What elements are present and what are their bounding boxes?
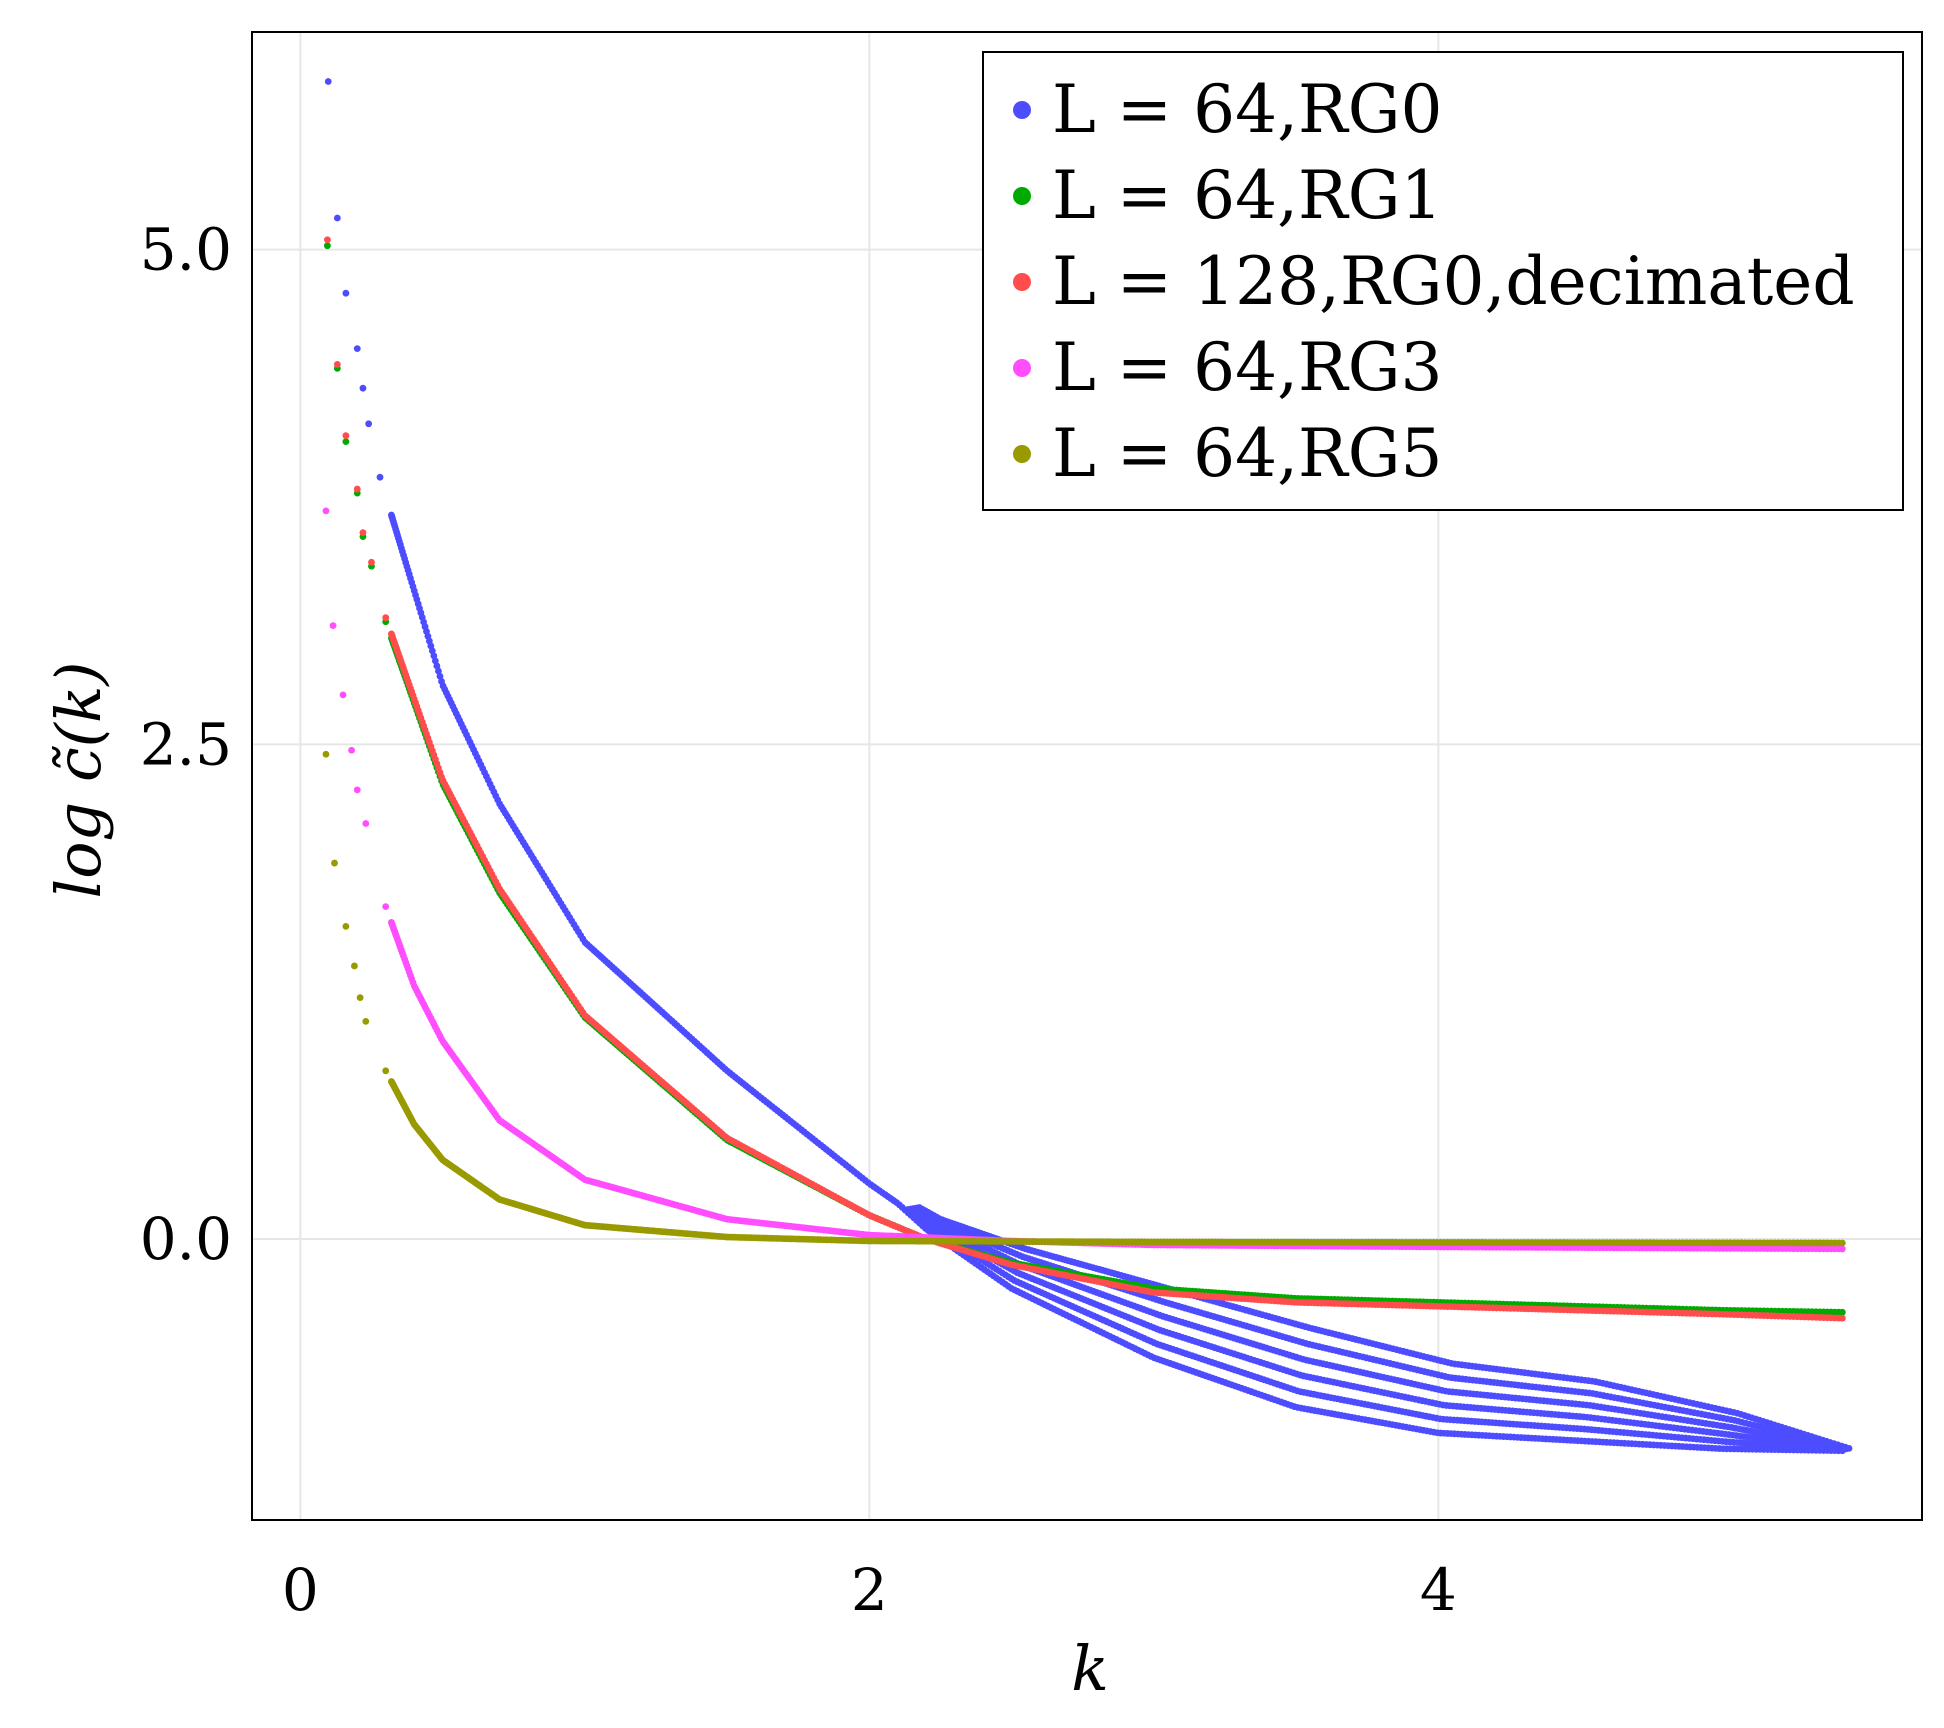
data-point — [1838, 1447, 1846, 1455]
series-1 — [324, 78, 1853, 1455]
data-point — [323, 236, 331, 244]
legend-marker — [1013, 359, 1031, 377]
data-point — [353, 485, 361, 493]
data-point — [348, 746, 355, 754]
data-point — [435, 667, 442, 675]
legend-label: L = 64,RG5 — [1052, 415, 1442, 492]
data-point — [353, 345, 361, 352]
data-point — [1838, 1314, 1846, 1322]
data-point — [436, 672, 444, 680]
data-point — [324, 78, 332, 85]
legend-items: L = 64,RG0 L = 64,RG1 L = 128,RG0,decimate… — [1013, 71, 1855, 492]
data-point — [1838, 1308, 1846, 1316]
legend: L = 64,RG0 L = 64,RG1 L = 128,RG0,decimate… — [982, 51, 1904, 511]
legend-label: L = 64,RG1 — [1052, 157, 1442, 234]
y-axis-label: log c̃(k) — [42, 661, 115, 898]
data-point — [353, 786, 361, 794]
legend-label: L = 64,RG0 — [1052, 71, 1442, 148]
x-tick-label: 4 — [1420, 1556, 1457, 1624]
data-point — [351, 962, 358, 970]
legend-label: L = 128,RG0,decimated — [1052, 243, 1855, 320]
legend-box — [982, 51, 1904, 511]
data-point — [1845, 1444, 1853, 1452]
data-point — [333, 214, 341, 222]
legend-marker — [1013, 273, 1031, 291]
data-point — [362, 820, 370, 827]
data-point — [359, 384, 367, 392]
data-point — [1838, 1245, 1846, 1253]
series-5 — [322, 750, 1846, 1247]
series-layer — [322, 78, 1853, 1455]
data-point — [322, 507, 330, 515]
legend-label: L = 64,RG3 — [1052, 329, 1442, 406]
data-point — [342, 289, 350, 297]
data-point — [382, 1067, 390, 1075]
data-point — [329, 622, 337, 630]
data-point — [323, 242, 331, 250]
data-point — [356, 994, 364, 1002]
data-point — [342, 438, 350, 445]
x-tick-label: 0 — [282, 1556, 319, 1624]
data-point — [433, 662, 441, 670]
data-point — [362, 1017, 370, 1025]
data-point — [365, 420, 373, 428]
data-point — [331, 859, 338, 867]
legend-marker — [1013, 445, 1031, 463]
y-tick-label: 2.5 — [140, 710, 232, 778]
data-point — [382, 614, 390, 622]
data-point — [368, 558, 375, 566]
ticks: 0 2 4 0.0 2.5 5.0 — [140, 216, 1457, 1624]
series-3 — [323, 236, 1846, 1322]
legend-marker — [1013, 101, 1031, 119]
x-tick-label: 2 — [851, 1556, 888, 1624]
data-point — [339, 691, 347, 699]
data-point — [333, 361, 341, 368]
y-tick-label: 5.0 — [140, 216, 232, 284]
x-axis-label: k — [1071, 1632, 1109, 1705]
data-point — [382, 903, 390, 910]
data-point — [1838, 1239, 1846, 1247]
data-point — [342, 922, 350, 930]
data-point — [376, 473, 384, 481]
y-tick-label: 0.0 — [140, 1205, 232, 1273]
data-point — [359, 529, 367, 537]
data-point — [342, 432, 350, 440]
plot-frame — [251, 31, 1923, 1521]
data-point — [322, 750, 330, 758]
legend-marker — [1013, 187, 1031, 205]
